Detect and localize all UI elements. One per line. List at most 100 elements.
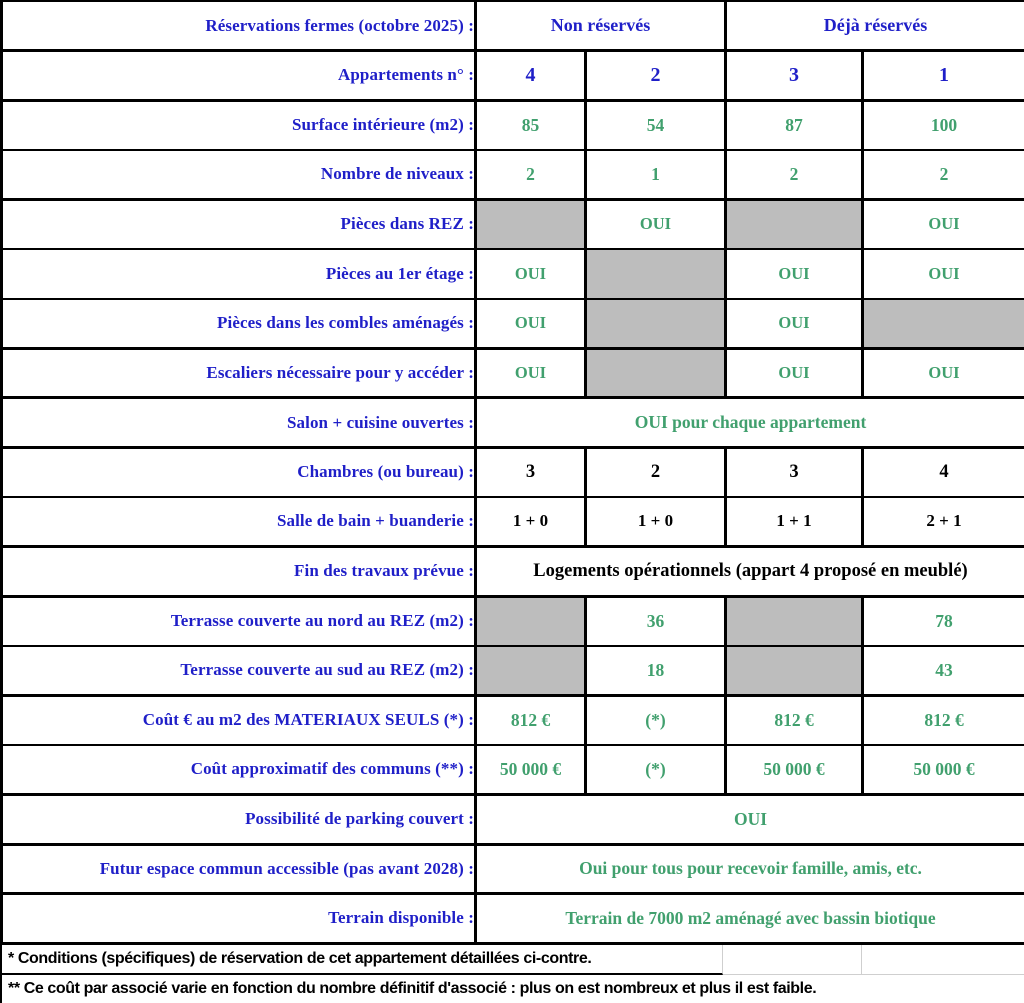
row-label: Surface intérieure (m2) : xyxy=(0,99,477,151)
value-cell: 812 € xyxy=(724,694,864,746)
row-label: Terrasse couverte au nord au REZ (m2) : xyxy=(0,595,477,647)
empty-gray-cell xyxy=(584,297,727,350)
row-label: Appartements n° : xyxy=(0,49,477,102)
row-label: Nombre de niveaux : xyxy=(0,148,477,201)
row-label: Coût approximatif des communs (**) : xyxy=(0,743,477,796)
value-cell: OUI pour chaque appartement xyxy=(473,396,1024,449)
footnote-double-asterisk: ** Ce coût par associé varie en fonction… xyxy=(0,974,1024,1003)
table-row: Futur espace commun accessible (pas avan… xyxy=(0,843,1024,896)
value-cell: 4 xyxy=(474,49,587,102)
table-row: Coût approximatif des communs (**) :50 0… xyxy=(0,743,1024,796)
value-cell: 50 000 € xyxy=(474,743,587,796)
table-row: Terrain disponible : Terrain de 7000 m2 a… xyxy=(0,892,1024,945)
footnotes: * Conditions (spécifiques) de réservatio… xyxy=(0,944,1024,1003)
value-cell: Terrain de 7000 m2 aménagé avec bassin b… xyxy=(473,892,1024,945)
value-cell: 1 xyxy=(584,148,727,201)
value-cell: 4 xyxy=(860,446,1024,498)
value-cell: 50 000 € xyxy=(724,743,864,796)
row-label: Pièces au 1er étage : xyxy=(0,247,477,300)
value-cell: 1 + 0 xyxy=(584,495,727,549)
value-cell: OUI xyxy=(724,247,864,300)
empty-gray-cell xyxy=(724,198,864,250)
value-cell: Logements opérationnels (appart 4 propos… xyxy=(473,545,1024,598)
row-label: Chambres (ou bureau) : xyxy=(0,446,477,498)
value-cell: OUI xyxy=(584,198,727,250)
value-cell: 50 000 € xyxy=(860,743,1024,796)
value-cell: OUI xyxy=(860,247,1024,300)
value-cell: 1 + 0 xyxy=(474,495,587,549)
empty-gray-cell xyxy=(584,347,727,400)
table-row: Fin des travaux prévue : Logements opérat… xyxy=(0,545,1024,598)
value-cell: OUI xyxy=(860,347,1024,400)
table-row: Terrasse couverte au nord au REZ (m2) : 3… xyxy=(0,595,1024,647)
table-row: Terrasse couverte au sud au REZ (m2) : 18… xyxy=(0,644,1024,697)
value-cell: OUI xyxy=(474,297,587,350)
footnote-row-1: * Conditions (spécifiques) de réservatio… xyxy=(0,944,1024,975)
value-cell: 78 xyxy=(860,595,1024,647)
value-cell: (*) xyxy=(584,743,727,796)
footnote-blank-cell xyxy=(723,944,862,975)
footnote-asterisk: * Conditions (spécifiques) de réservatio… xyxy=(0,944,723,975)
empty-gray-cell xyxy=(474,595,587,647)
value-cell: OUI xyxy=(860,198,1024,250)
value-cell: 36 xyxy=(584,595,727,647)
table-row: Salon + cuisine ouvertes : OUI pour chaqu… xyxy=(0,396,1024,449)
row-label: Fin des travaux prévue : xyxy=(0,545,477,598)
row-label: Coût € au m2 des MATERIAUX SEULS (*) : xyxy=(0,694,477,746)
value-cell: 2 xyxy=(724,148,864,201)
value-cell: 812 € xyxy=(474,694,587,746)
value-cell: OUI xyxy=(473,793,1024,846)
row-label: Terrain disponible : xyxy=(0,892,477,945)
row-label: Pièces dans les combles aménagés : xyxy=(0,297,477,350)
empty-gray-cell xyxy=(724,644,864,697)
row-label: Réservations fermes (octobre 2025) : xyxy=(0,0,477,53)
empty-gray-cell xyxy=(584,247,727,300)
table-row: Escaliers nécessaire pour y accéder : OUI… xyxy=(0,347,1024,400)
row-label: Salon + cuisine ouvertes : xyxy=(0,396,477,449)
value-cell: 43 xyxy=(860,644,1024,697)
empty-gray-cell xyxy=(860,297,1024,350)
table-row: Pièces dans REZ : OUI OUI xyxy=(0,198,1024,250)
footnote-blank-cell xyxy=(862,945,1024,975)
value-cell: 1 xyxy=(860,49,1024,102)
value-cell: (*) xyxy=(584,694,727,746)
row-label: Pièces dans REZ : xyxy=(0,198,477,250)
table-row: Réservations fermes (octobre 2025) : Non … xyxy=(0,0,1024,53)
row-label: Escaliers nécessaire pour y accéder : xyxy=(0,347,477,400)
value-cell: OUI xyxy=(724,297,864,350)
table-row: Possibilité de parking couvert : OUI xyxy=(0,793,1024,846)
row-label: Terrasse couverte au sud au REZ (m2) : xyxy=(0,644,477,697)
value-cell: OUI xyxy=(724,347,864,400)
row-label: Salle de bain + buanderie : xyxy=(0,495,477,549)
value-cell: Oui pour tous pour recevoir famille, ami… xyxy=(473,843,1024,896)
empty-gray-cell xyxy=(474,198,587,250)
value-cell: 3 xyxy=(474,446,587,498)
value-cell: 1 + 1 xyxy=(724,495,864,549)
value-cell: 18 xyxy=(584,644,727,697)
table-row: Pièces dans les combles aménagés : OUI OUI xyxy=(0,297,1024,350)
value-cell: 2 xyxy=(584,49,727,102)
value-cell: 2 + 1 xyxy=(860,495,1024,549)
value-cell: 2 xyxy=(860,148,1024,201)
value-cell: 87 xyxy=(724,99,864,151)
table-row: Coût € au m2 des MATERIAUX SEULS (*) :81… xyxy=(0,694,1024,746)
comparison-table: Réservations fermes (octobre 2025) : Non … xyxy=(0,0,1024,945)
group-header-deja-reserves: Déjà réservés xyxy=(723,0,1024,53)
row-label: Futur espace commun accessible (pas avan… xyxy=(0,843,477,896)
value-cell: OUI xyxy=(474,347,587,400)
table-row: Surface intérieure (m2) :85 54 87 100 xyxy=(0,99,1024,151)
value-cell: 100 xyxy=(860,99,1024,151)
empty-gray-cell xyxy=(474,644,587,697)
value-cell: 85 xyxy=(474,99,587,151)
value-cell: 2 xyxy=(584,446,727,498)
value-cell: 54 xyxy=(584,99,727,151)
value-cell: OUI xyxy=(474,247,587,300)
row-label: Possibilité de parking couvert : xyxy=(0,793,477,846)
value-cell: 812 € xyxy=(860,694,1024,746)
table-row: Pièces au 1er étage : OUI OUI OUI xyxy=(0,247,1024,300)
empty-gray-cell xyxy=(724,595,864,647)
